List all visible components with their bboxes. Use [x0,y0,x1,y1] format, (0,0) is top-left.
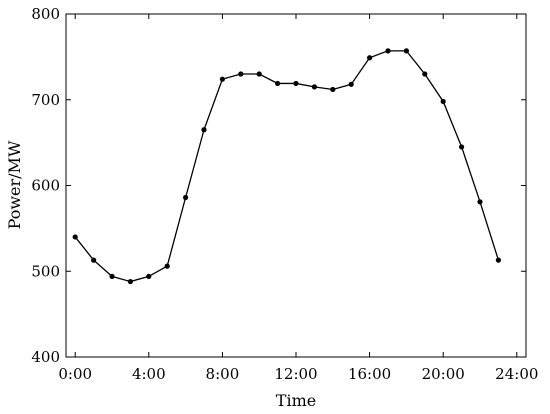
data-point [238,71,244,77]
y-axis-ticks: 400 500 600 700 800 [31,5,526,366]
data-point [256,71,262,77]
y-tick-label: 700 [31,91,60,109]
data-point [403,48,409,54]
x-tick-label: 24:00 [495,365,538,383]
x-tick-label: 16:00 [348,365,391,383]
data-point [367,55,373,61]
x-tick-label: 12:00 [274,365,317,383]
data-point [146,273,152,279]
data-point [311,84,317,90]
data-point [219,76,225,82]
data-point [459,144,465,150]
y-tick-label: 500 [31,262,60,280]
data-point [348,81,354,87]
data-point [183,194,189,201]
data-point [72,234,78,240]
data-point [422,71,428,77]
y-tick-label: 400 [31,348,60,366]
y-tick-label: 600 [31,177,60,195]
series-layer [72,48,501,285]
data-point [330,86,336,93]
series-line [74,50,500,283]
y-axis-label: Power/MW [5,140,24,229]
data-point [293,80,299,87]
data-point [477,199,483,205]
x-tick-label: 20:00 [422,365,465,383]
x-tick-label: 8:00 [206,365,240,383]
data-point [275,80,281,87]
data-point [164,263,170,269]
x-tick-label: 0:00 [58,365,92,383]
data-point [127,278,133,285]
x-axis-label: Time [276,391,316,410]
data-point [109,273,115,279]
plot-area-frame [65,13,527,358]
data-point [385,48,391,54]
y-tick-label: 800 [31,5,60,23]
x-axis-ticks: 0:00 4:00 8:00 12:00 16:00 20:00 24:00 [58,14,538,383]
data-point [91,257,97,263]
x-tick-label: 4:00 [132,365,166,383]
data-point [440,98,446,105]
data-point [201,127,207,133]
data-point [495,257,501,263]
